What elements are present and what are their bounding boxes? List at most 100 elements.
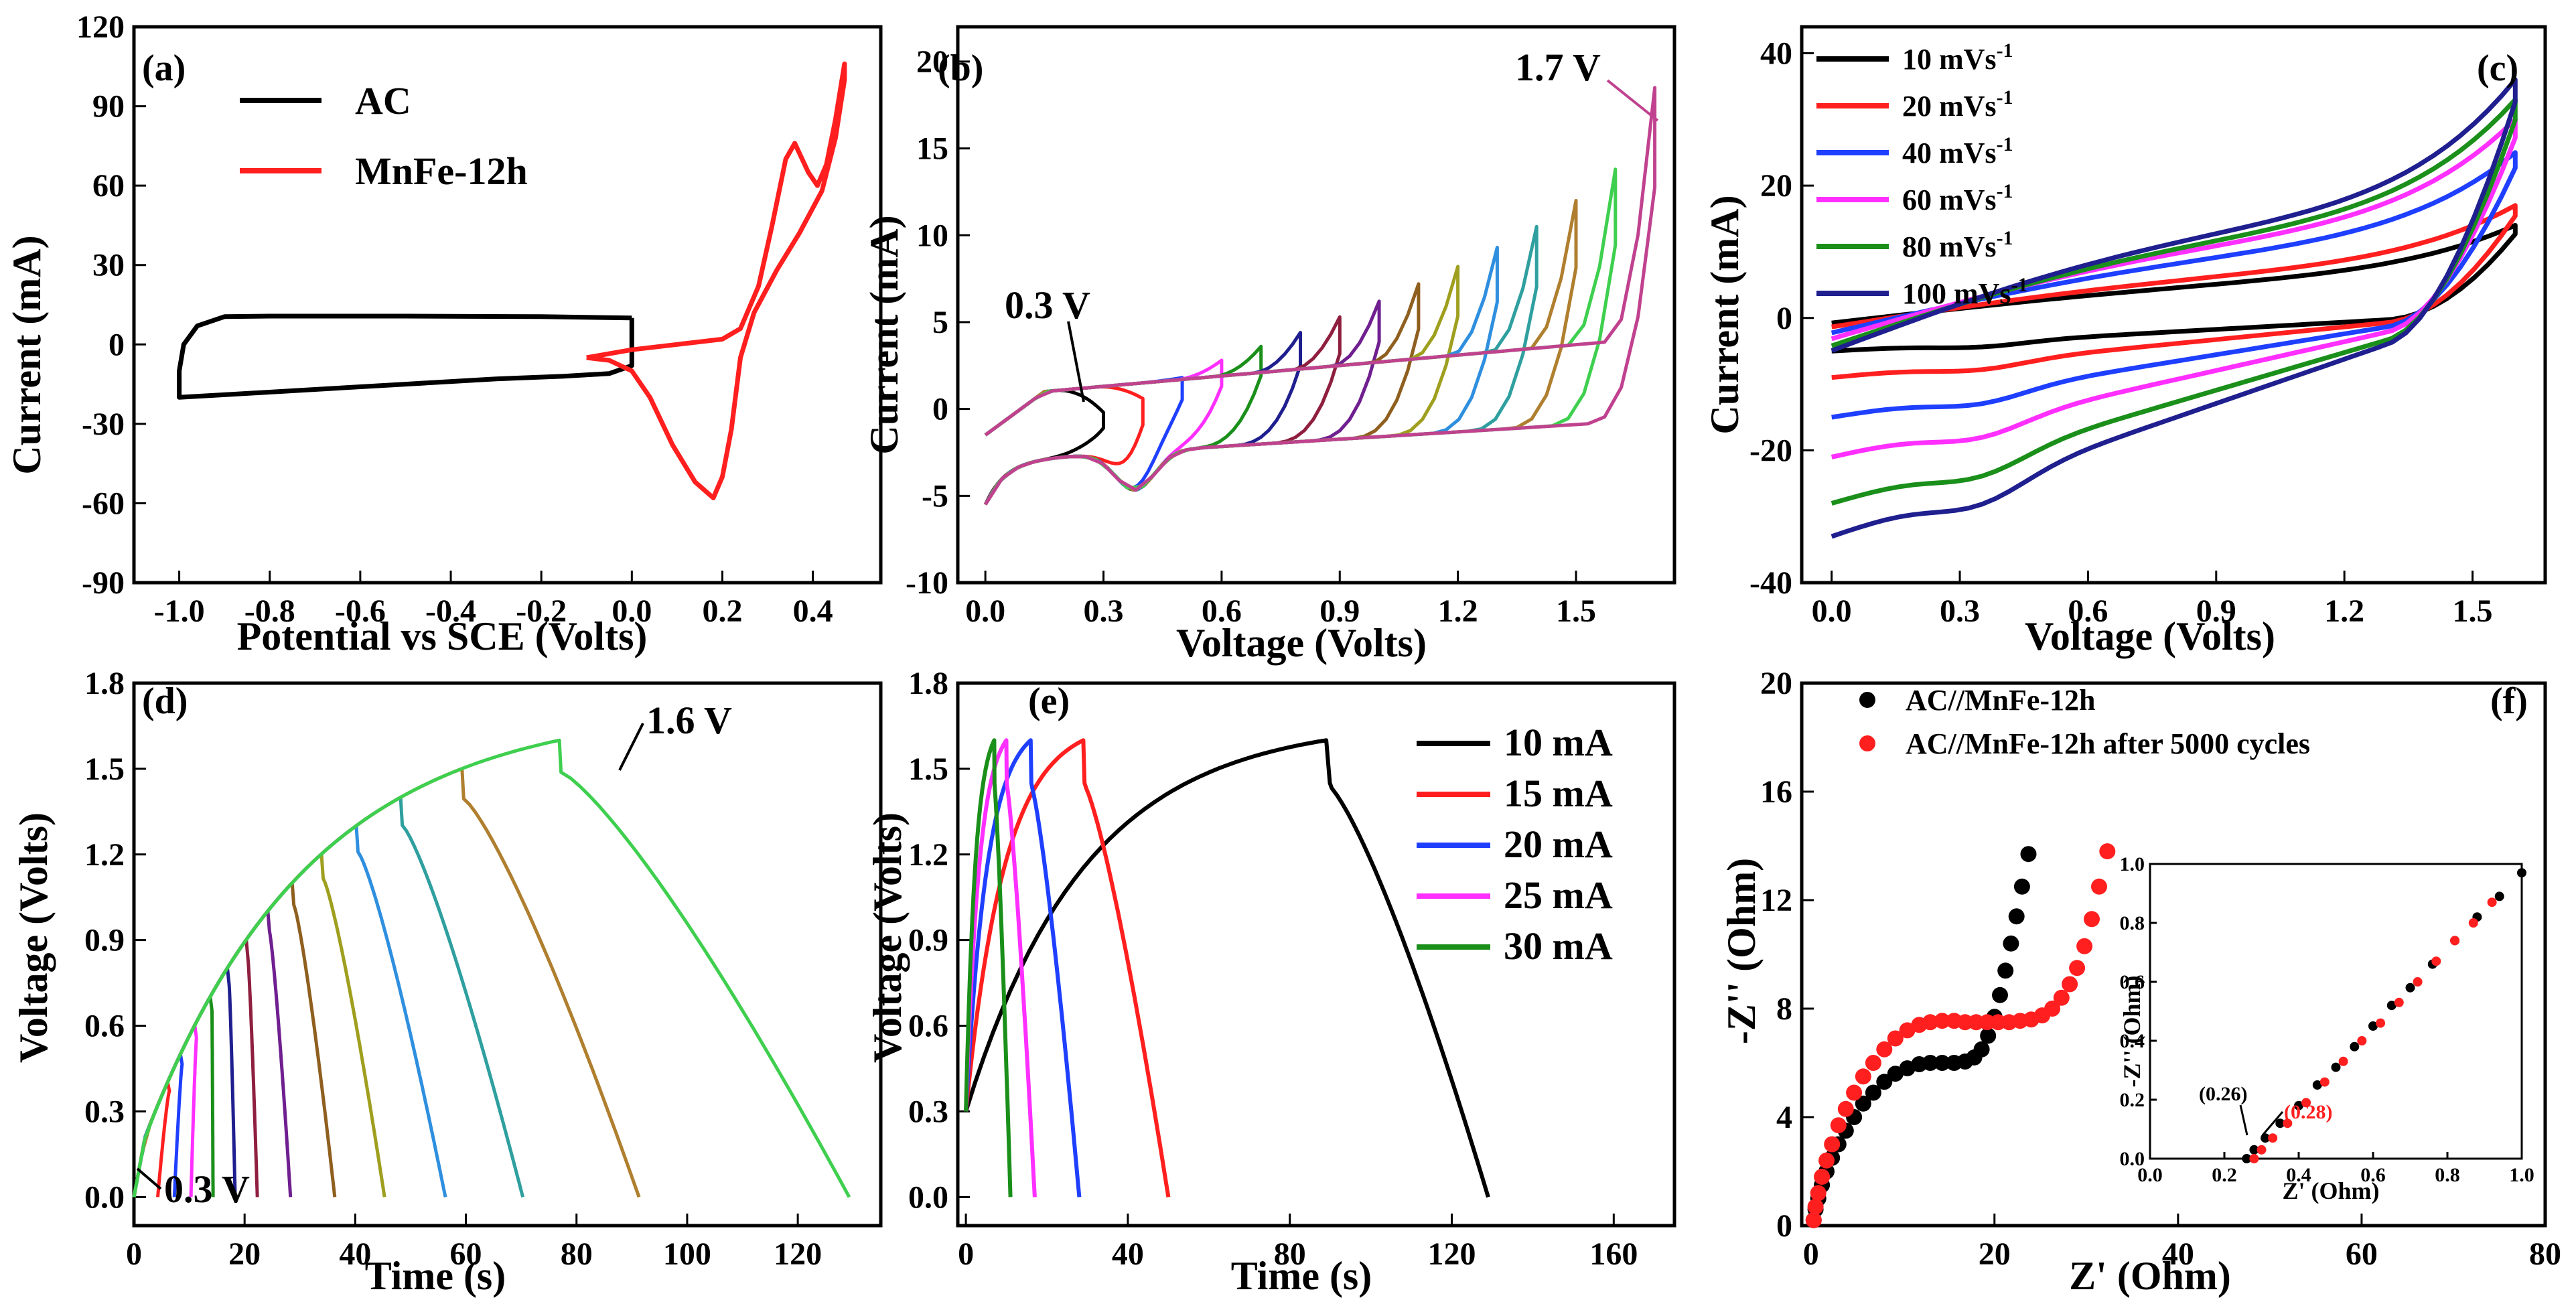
nyquist-point-pristine bbox=[2003, 935, 2019, 952]
panel-d: 0 20 40 60 80 100 120 0.0 0.3 0.6 0.9 1.2 1.5 1.8 (d)… bbox=[11, 666, 883, 1298]
nyquist-point-cycled bbox=[1846, 1084, 1863, 1101]
legend-sup-c-2: -1 bbox=[1997, 133, 2013, 155]
nyquist-point-cycled bbox=[1824, 1136, 1841, 1153]
inset-point-cycled bbox=[2319, 1077, 2330, 1087]
y-axis-label-e: Voltage (Volts) bbox=[865, 812, 910, 1063]
legend-marker-f-cycled bbox=[1859, 735, 1875, 751]
nyquist-point-pristine bbox=[1992, 987, 2008, 1003]
cv-scan-20-mVs bbox=[1831, 203, 2518, 380]
panel-label-f: (f) bbox=[2490, 680, 2528, 722]
x-tick-label-e: 80 bbox=[1274, 1236, 1306, 1272]
gcd-current-10-mA bbox=[964, 738, 1490, 1198]
nyquist-point-cycled bbox=[1990, 1014, 2007, 1031]
legend-label-ac: AC bbox=[355, 79, 411, 123]
gcd-window-1.6V bbox=[132, 738, 851, 1198]
x-tick-label-c: 1.2 bbox=[2324, 593, 2364, 629]
inset-arrow-0.28 bbox=[2261, 1111, 2284, 1136]
y-tick-label-a: 30 bbox=[92, 248, 125, 283]
legend-label-c-5: 100 mVs-1 bbox=[1902, 274, 2028, 310]
x-tick-label-b: 1.5 bbox=[1556, 593, 1596, 629]
panel-label-a: (a) bbox=[142, 48, 186, 89]
x-tick-label-c: 0.6 bbox=[2068, 593, 2108, 629]
y-tick-label-b: 15 bbox=[916, 131, 948, 167]
nyquist-point-cycled bbox=[1805, 1212, 1822, 1228]
nyquist-point-cycled bbox=[1837, 1100, 1854, 1117]
nyquist-point-cycled bbox=[1876, 1041, 1893, 1058]
x-axis-label-e: Time (s) bbox=[1231, 1254, 1372, 1298]
x-tick-label-b: 0.0 bbox=[965, 593, 1005, 629]
nyquist-point-pristine bbox=[1980, 1027, 1997, 1044]
y-axis-label-a: Current (mA) bbox=[5, 235, 49, 474]
inset-background bbox=[2150, 864, 2522, 1159]
y-tick-label-f: 12 bbox=[1760, 883, 1792, 918]
legend-label-e-1: 15 mA bbox=[1504, 772, 1613, 815]
y-axis-label-c: Current (mA) bbox=[1703, 195, 1747, 434]
legend-sup-c-4: -1 bbox=[1997, 227, 2013, 249]
nyquist-point-cycled bbox=[1934, 1013, 1950, 1029]
cv-window-0.4V bbox=[983, 385, 1145, 506]
annotation-arrow-b-0.3V bbox=[1067, 321, 1085, 403]
y-tick-label-a: -60 bbox=[82, 486, 125, 521]
y-tick-label-a: 120 bbox=[76, 9, 125, 45]
x-tick-label-b: 0.9 bbox=[1319, 593, 1360, 629]
x-tick-label-b: 1.2 bbox=[1438, 593, 1478, 629]
y-axis-label-d: Voltage (Volts) bbox=[11, 812, 56, 1063]
panel-label-c: (c) bbox=[2477, 48, 2518, 89]
legend-f: AC//MnFe-12h AC//MnFe-12h after 5000 cyc… bbox=[1859, 684, 2310, 760]
inset-y-axis-label: -Z'' (Ohm) bbox=[2119, 976, 2145, 1088]
annotation-b-0.3V: 0.3 V bbox=[1005, 283, 1090, 327]
plot-frame-c bbox=[1800, 25, 2547, 585]
legend-c: 10 mVs-1 20 mVs-1 40 mVs-1 60 mVs-1 80 mVs-1… bbox=[1816, 40, 2028, 310]
y-tick-label-a: 60 bbox=[92, 168, 125, 204]
y-tick-label-b: 10 bbox=[916, 218, 948, 253]
nyquist-point-cycled bbox=[2091, 878, 2107, 895]
inset-point-cycled bbox=[2431, 956, 2441, 966]
x-tick-label-f: 60 bbox=[2346, 1236, 2378, 1272]
x-tick-label-d: 80 bbox=[561, 1236, 593, 1272]
x-tick-label-inset: 0.2 bbox=[2212, 1164, 2237, 1186]
nyquist-point-pristine bbox=[2013, 878, 2030, 895]
nyquist-point-cycled bbox=[1922, 1014, 1938, 1031]
y-tick-label-e: 0.9 bbox=[908, 923, 948, 958]
inset-point-cycled bbox=[2249, 1154, 2259, 1163]
legend-label-f-cycled: AC//MnFe-12h after 5000 cycles bbox=[1906, 727, 2310, 760]
annotation-b-1.7V: 1.7 V bbox=[1515, 46, 1601, 89]
x-tick-label-e: 120 bbox=[1428, 1236, 1476, 1272]
inset-point-cycled bbox=[2450, 936, 2460, 946]
y-axis-label-b: Current (mA) bbox=[862, 215, 906, 454]
inset-point-pristine bbox=[2368, 1021, 2378, 1031]
y-tick-label-d: 0.3 bbox=[84, 1094, 125, 1129]
x-tick-label-a: -0.2 bbox=[516, 593, 567, 629]
y-tick-label-e: 0.6 bbox=[908, 1009, 948, 1044]
gcd-current-30-mA bbox=[964, 738, 1013, 1197]
nyquist-point-cycled bbox=[1865, 1055, 1881, 1071]
legend-label-e-4: 30 mA bbox=[1504, 924, 1613, 968]
x-tick-label-inset: 0.6 bbox=[2360, 1164, 2386, 1186]
x-tick-label-d: 40 bbox=[339, 1236, 371, 1272]
inset-point-cycled bbox=[2283, 1118, 2293, 1129]
x-tick-label-c: 0.9 bbox=[2196, 593, 2236, 629]
cv-scan-80-mVs bbox=[1831, 97, 2518, 506]
nyquist-point-cycled bbox=[1807, 1198, 1824, 1215]
y-tick-label-d: 0.6 bbox=[84, 1009, 125, 1044]
cv-scan-10-mVs bbox=[1831, 222, 2518, 354]
nyquist-point-cycled bbox=[1855, 1068, 1871, 1085]
nyquist-point-cycled bbox=[1830, 1117, 1847, 1134]
x-tick-label-d: 0 bbox=[126, 1236, 142, 1272]
nyquist-point-cycled bbox=[2099, 843, 2116, 860]
gcd-window-1.2V bbox=[132, 853, 386, 1197]
nyquist-point-cycled bbox=[1956, 1014, 1973, 1031]
inset-point-cycled bbox=[2301, 1098, 2311, 1108]
x-tick-label-d: 120 bbox=[774, 1236, 822, 1272]
x-tick-label-f: 0 bbox=[1803, 1236, 1819, 1272]
gcd-current-20-mA bbox=[964, 738, 1082, 1197]
x-tick-label-b: 0.3 bbox=[1084, 593, 1124, 629]
x-tick-label-a: 0.4 bbox=[793, 593, 833, 629]
x-tick-label-inset: 0.4 bbox=[2286, 1164, 2311, 1186]
y-tick-label-b: 20 bbox=[916, 44, 948, 80]
inset-point-cycled bbox=[2468, 918, 2478, 928]
legend-label-c-3: 60 mVs-1 bbox=[1902, 180, 2013, 216]
panel-b: 0.0 0.3 0.6 0.9 1.2 1.5 -10 -5 0 5 10 15 20 (b) 0.3 … bbox=[862, 25, 1676, 665]
x-tick-label-b: 0.6 bbox=[1202, 593, 1242, 629]
inset-point-pristine bbox=[2294, 1100, 2303, 1110]
